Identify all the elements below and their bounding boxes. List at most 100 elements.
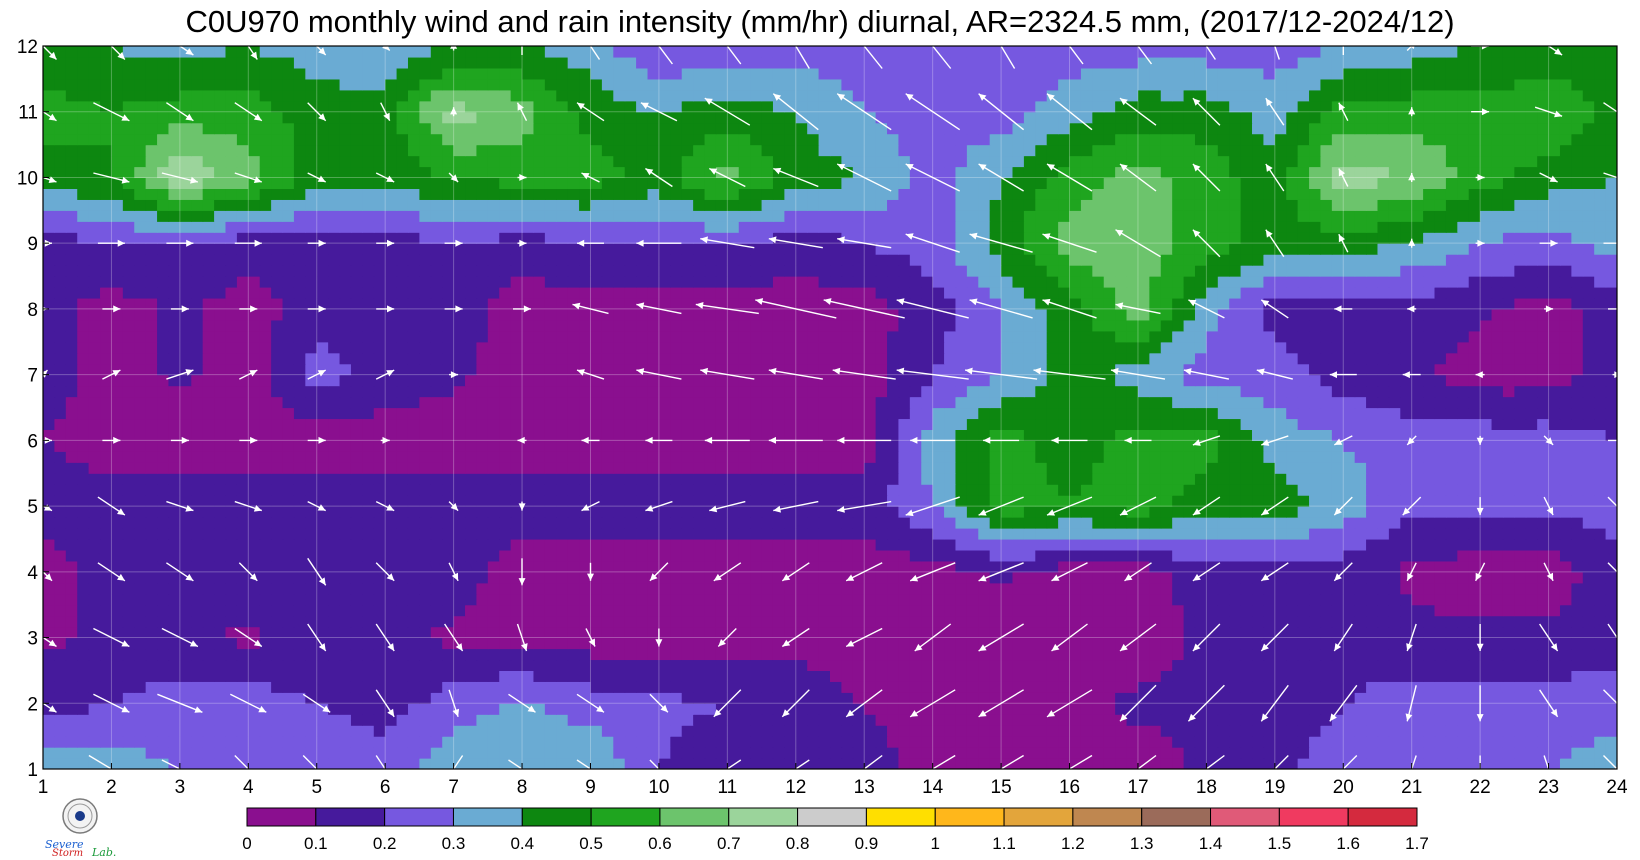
heat-cell <box>225 429 238 441</box>
heat-cell <box>1445 714 1458 726</box>
heat-cell <box>1069 736 1082 748</box>
heat-cell <box>1377 538 1390 551</box>
heat-cell <box>624 549 637 562</box>
heat-cell <box>1012 615 1025 628</box>
heat-cell <box>932 451 945 463</box>
heat-cell <box>898 582 911 595</box>
heat-cell <box>1012 637 1025 650</box>
heat-cell <box>145 418 158 430</box>
heat-cell <box>544 659 557 671</box>
heat-cell <box>636 637 649 650</box>
heat-cell <box>1160 659 1173 671</box>
heat-cell <box>419 571 432 584</box>
heat-cell <box>1252 385 1265 398</box>
heat-cell <box>1491 582 1504 595</box>
heat-cell <box>533 407 546 420</box>
heat-cell <box>1035 374 1048 387</box>
heat-cell <box>658 681 671 693</box>
heat-cell <box>1160 681 1173 693</box>
heat-cell <box>1103 517 1116 529</box>
heat-cell <box>1194 374 1207 387</box>
heat-cell <box>761 593 774 606</box>
heat-cell <box>1172 758 1185 769</box>
heat-cell <box>1160 418 1173 430</box>
heat-cell <box>852 429 865 441</box>
heat-cell <box>750 725 763 737</box>
heat-cell <box>1320 462 1333 474</box>
heat-cell <box>579 582 592 595</box>
heat-cell <box>738 681 751 693</box>
heat-cell <box>567 593 580 606</box>
heat-cell <box>43 692 56 704</box>
heat-cell <box>624 593 637 606</box>
heat-cell <box>522 758 535 769</box>
heat-cell <box>795 659 808 671</box>
heat-cell <box>1080 374 1093 387</box>
heat-cell <box>944 473 957 485</box>
heat-cell <box>1252 593 1265 606</box>
heat-cell <box>989 582 1002 595</box>
heat-cell <box>875 637 888 650</box>
heat-cell <box>715 484 728 496</box>
heat-cell <box>259 484 272 496</box>
heat-cell <box>727 604 740 617</box>
heat-cell <box>77 429 90 441</box>
heat-cell <box>807 407 820 420</box>
heat-cell <box>1582 593 1595 606</box>
heat-cell <box>1206 637 1219 650</box>
heat-cell <box>1468 648 1481 661</box>
heat-cell <box>453 648 466 661</box>
heat-cell <box>1445 418 1458 430</box>
heat-cell <box>761 659 774 671</box>
heat-cell <box>385 506 398 518</box>
heat-cell <box>613 528 626 540</box>
heat-cell <box>1137 637 1150 650</box>
heat-cell <box>293 429 306 441</box>
heat-cell <box>1263 747 1276 759</box>
heat-cell <box>1172 725 1185 737</box>
heat-cell <box>647 538 660 551</box>
heat-cell <box>624 615 637 628</box>
heat-cell <box>1149 714 1162 726</box>
heat-cell <box>989 736 1002 748</box>
heat-cell <box>1172 637 1185 650</box>
heat-cell <box>339 582 352 595</box>
heat-cell <box>236 681 249 693</box>
heat-cell <box>944 736 957 748</box>
heat-cell <box>1366 484 1379 496</box>
heat-cell <box>955 725 968 737</box>
heat-cell <box>100 538 113 551</box>
heat-cell <box>191 604 204 617</box>
heat-cell <box>1263 593 1276 606</box>
heat-cell <box>898 659 911 671</box>
heat-cell <box>1240 484 1253 496</box>
heat-cell <box>248 407 261 420</box>
heat-cell <box>487 747 500 759</box>
heat-cell <box>522 692 535 704</box>
heat-cell <box>1502 703 1515 715</box>
heat-cell <box>693 692 706 704</box>
heat-cell <box>362 473 375 485</box>
heat-cell <box>1172 374 1185 387</box>
heat-cell <box>1001 747 1014 759</box>
heat-cell <box>465 714 478 726</box>
heat-cell <box>1343 528 1356 540</box>
heat-cell <box>1468 736 1481 748</box>
heat-cell <box>1582 418 1595 430</box>
heat-cell <box>54 374 67 387</box>
heat-cell <box>476 451 489 463</box>
heat-cell <box>157 747 170 759</box>
heat-cell <box>989 615 1002 628</box>
heat-cell <box>579 506 592 518</box>
heat-cell <box>1388 451 1401 463</box>
heat-cell <box>1252 495 1265 507</box>
heat-cell <box>1103 637 1116 650</box>
heat-cell <box>248 374 261 387</box>
heat-cell <box>1092 560 1105 573</box>
heat-cell <box>202 615 215 628</box>
heat-cell <box>293 560 306 573</box>
heat-cell <box>807 484 820 496</box>
heat-cell <box>1274 736 1287 748</box>
heat-cell <box>134 703 147 715</box>
heat-cell <box>1537 648 1550 661</box>
